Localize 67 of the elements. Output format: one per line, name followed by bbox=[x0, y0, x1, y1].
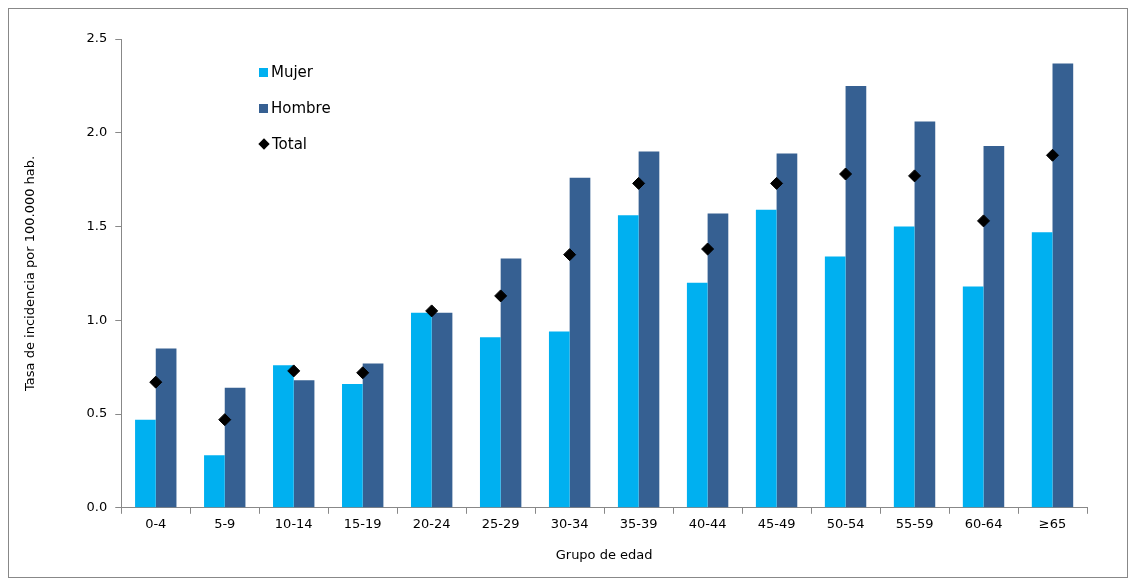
point bbox=[839, 167, 853, 181]
y-tick-label: 0.5 bbox=[86, 405, 108, 421]
bar bbox=[893, 226, 915, 508]
point bbox=[632, 176, 646, 190]
bar bbox=[845, 85, 867, 508]
x-tick-label: 40-44 bbox=[688, 515, 727, 531]
x-tick-label: 10-14 bbox=[274, 515, 313, 531]
bar bbox=[548, 331, 570, 508]
legend-label: Hombre bbox=[271, 99, 331, 117]
bar bbox=[686, 282, 708, 508]
x-tick-label: 50-54 bbox=[826, 515, 865, 531]
bar bbox=[431, 312, 453, 508]
point bbox=[701, 242, 715, 256]
bar bbox=[638, 151, 660, 508]
bar bbox=[983, 145, 1005, 508]
x-tick-label: ≥65 bbox=[1038, 515, 1067, 531]
x-tick-label: 25-29 bbox=[481, 515, 520, 531]
bar bbox=[914, 121, 936, 508]
y-tick-label: 2.0 bbox=[86, 124, 108, 140]
point bbox=[425, 304, 439, 318]
y-axis-title: Tasa de incidencia por 100.000 hab. bbox=[22, 155, 38, 392]
point bbox=[908, 169, 922, 183]
x-tick-label: 5-9 bbox=[214, 515, 236, 531]
x-tick-label: 45-49 bbox=[757, 515, 796, 531]
x-tick-label: 30-34 bbox=[550, 515, 589, 531]
point bbox=[149, 375, 163, 389]
bar bbox=[962, 286, 984, 508]
bar bbox=[204, 455, 225, 508]
point bbox=[494, 289, 508, 303]
legend-label: Mujer bbox=[271, 63, 314, 81]
bar bbox=[479, 337, 501, 508]
x-tick-label: 15-19 bbox=[343, 515, 382, 531]
point bbox=[1046, 148, 1060, 162]
bar bbox=[293, 380, 315, 508]
bar bbox=[342, 384, 363, 508]
point bbox=[287, 364, 301, 378]
y-tick-label: 0.0 bbox=[86, 499, 108, 515]
y-tick-label: 1.0 bbox=[86, 311, 108, 327]
point bbox=[563, 248, 577, 262]
bar bbox=[273, 365, 294, 508]
point bbox=[977, 214, 991, 228]
bar bbox=[155, 348, 177, 508]
bar bbox=[224, 387, 246, 508]
bar bbox=[362, 363, 384, 508]
x-tick-label: 20-24 bbox=[412, 515, 451, 531]
x-tick-label: 55-59 bbox=[895, 515, 934, 531]
bar bbox=[824, 256, 846, 508]
bar bbox=[1031, 232, 1053, 508]
point bbox=[356, 366, 370, 380]
bar bbox=[755, 209, 777, 508]
bar bbox=[569, 177, 591, 508]
bar bbox=[1052, 63, 1074, 508]
bar bbox=[135, 419, 156, 508]
x-tick-label: 0-4 bbox=[145, 515, 167, 531]
bar bbox=[410, 312, 432, 508]
bar bbox=[776, 153, 798, 508]
y-tick-label: 1.5 bbox=[86, 217, 108, 233]
bar bbox=[500, 258, 522, 508]
bar bbox=[707, 213, 729, 508]
x-tick-label: 60-64 bbox=[964, 515, 1003, 531]
x-axis-title: Grupo de edad bbox=[555, 546, 653, 562]
point bbox=[770, 176, 784, 190]
y-tick-label: 2.5 bbox=[86, 30, 108, 46]
point bbox=[218, 413, 232, 427]
bar bbox=[617, 215, 639, 508]
x-tick-label: 35-39 bbox=[619, 515, 658, 531]
legend-label: Total bbox=[272, 135, 308, 153]
